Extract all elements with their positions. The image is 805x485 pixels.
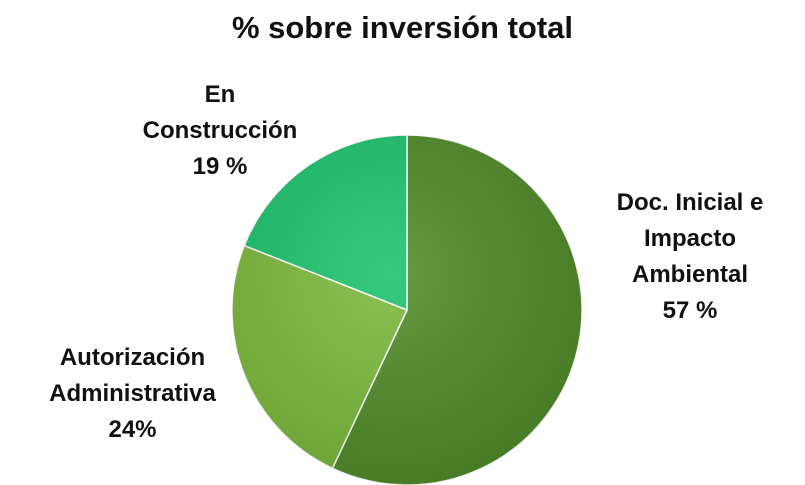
chart-title: % sobre inversión total: [231, 10, 574, 45]
category-label: Doc. Inicial e Impacto Ambiental: [616, 189, 764, 288]
value-label: 57 %: [662, 297, 718, 324]
value-label: 19 %: [192, 153, 248, 180]
category-label: En Construcción: [142, 81, 298, 144]
slice-label: En Construcción 19 %: [125, 77, 315, 185]
value-label: 24%: [108, 416, 157, 443]
slice-label: Autorización Administrativa 24%: [15, 340, 250, 448]
category-label: Autorización Administrativa: [49, 344, 216, 407]
slice-label: Doc. Inicial e Impacto Ambiental 57 %: [585, 185, 795, 329]
